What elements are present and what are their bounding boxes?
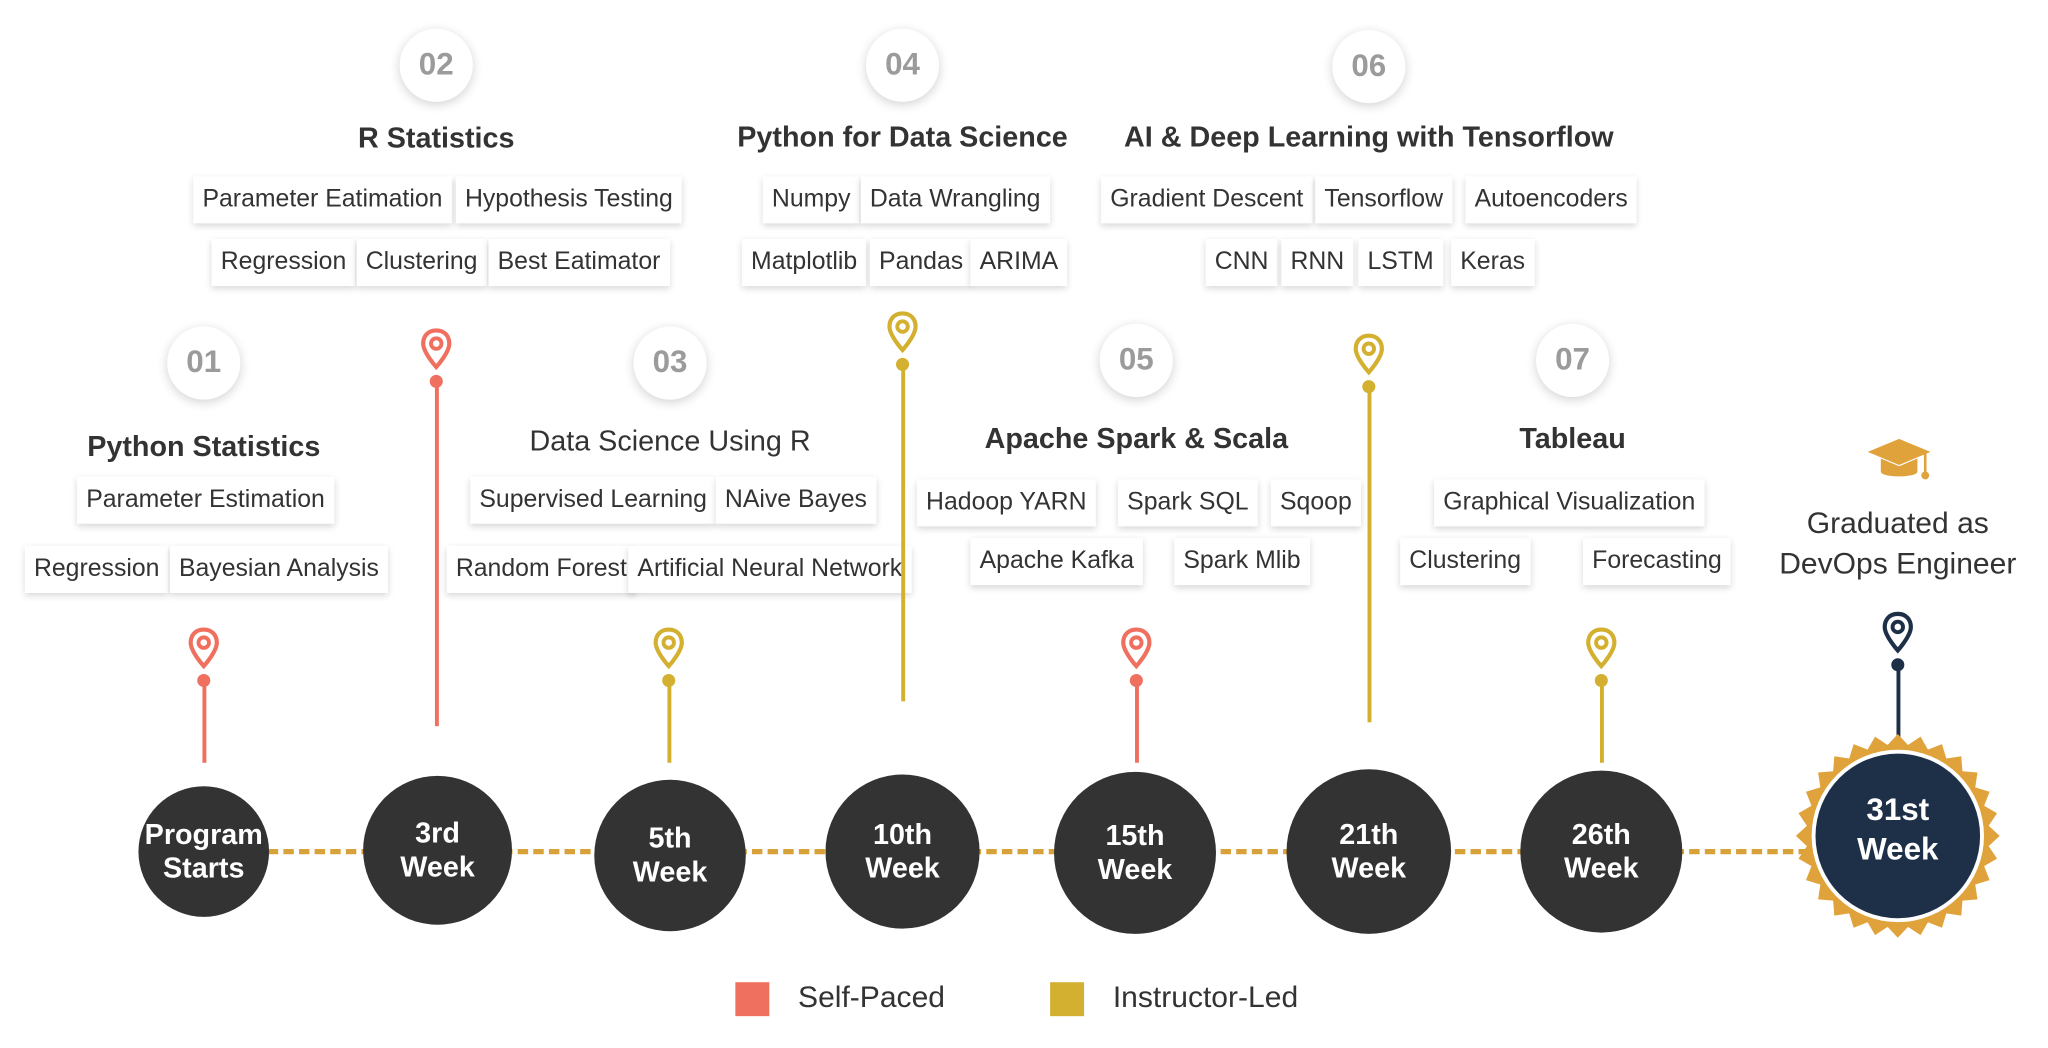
milestone-02-topic: Parameter Eatimation bbox=[193, 176, 452, 224]
legend-label-self-paced: Self-Paced bbox=[798, 979, 945, 1014]
graduated-location-pin-icon bbox=[1882, 611, 1913, 672]
milestone-01-topic: Parameter Estimation bbox=[77, 476, 334, 524]
instructor-led-location-pin-icon bbox=[1586, 627, 1617, 688]
week-label-line1: 15th bbox=[1105, 818, 1165, 852]
final-week-line1: 31st bbox=[1866, 792, 1930, 829]
milestone-05-topic: Apache Kafka bbox=[970, 538, 1144, 586]
week-label-line2: Week bbox=[1097, 852, 1173, 886]
milestone-03-number: 03 bbox=[633, 326, 707, 400]
milestone-04-title: Python for Data Science bbox=[737, 120, 1068, 153]
milestone-01-week-circle: Program Starts bbox=[138, 786, 270, 917]
milestone-01-topic: Regression bbox=[24, 545, 169, 593]
final-stem bbox=[1895, 666, 1900, 742]
legend-label-instructor-led: Instructor-Led bbox=[1112, 979, 1299, 1014]
graduated-caption: Graduated as DevOps Engineer bbox=[1779, 503, 2016, 584]
milestone-05-stem bbox=[1134, 681, 1139, 763]
week-label-line2: Week bbox=[400, 850, 475, 883]
milestone-02-number: 02 bbox=[399, 28, 473, 102]
milestone-03-topic: Artificial Neural Network bbox=[628, 545, 912, 593]
milestone-05-number: 05 bbox=[1099, 323, 1173, 398]
week-label-line2: Starts bbox=[163, 851, 245, 885]
milestone-01-number: 01 bbox=[167, 326, 241, 400]
milestone-02-topic: Hypothesis Testing bbox=[455, 176, 682, 224]
milestone-05-topic: Sqoop bbox=[1270, 479, 1361, 527]
milestone-06-topic: Tensorflow bbox=[1315, 176, 1453, 224]
final-week-line2: Week bbox=[1857, 831, 1939, 868]
final-badge bbox=[1795, 734, 2000, 938]
milestone-03-topic: NAive Bayes bbox=[715, 476, 877, 524]
milestone-04-topic: Numpy bbox=[762, 176, 860, 224]
milestone-04-stem bbox=[900, 365, 905, 702]
milestone-05-topic: Spark Mlib bbox=[1174, 538, 1310, 586]
milestone-03-topic: Random Forest bbox=[446, 545, 637, 593]
milestone-07-number: 07 bbox=[1535, 323, 1610, 398]
legend-swatch-self-paced bbox=[735, 982, 770, 1017]
milestone-06-number: 06 bbox=[1332, 30, 1406, 104]
week-label-line1: 21th bbox=[1339, 817, 1399, 851]
milestone-06-stem bbox=[1366, 387, 1371, 723]
milestone-07-topic: Clustering bbox=[1400, 538, 1531, 586]
milestone-06-topic: CNN bbox=[1205, 239, 1278, 287]
milestone-05-topic: Hadoop YARN bbox=[916, 479, 1096, 527]
milestone-02-week-circle: 3rd Week bbox=[363, 775, 512, 925]
milestone-07-week-circle: 26th Week bbox=[1520, 770, 1683, 933]
milestone-04-week-circle: 10th Week bbox=[825, 774, 980, 929]
milestone-06-topic: Gradient Descent bbox=[1101, 176, 1313, 224]
final-week-label: 31st Week bbox=[1819, 792, 1976, 870]
milestone-06-week-circle: 21th Week bbox=[1286, 769, 1452, 934]
milestone-05-topic: Spark SQL bbox=[1118, 479, 1258, 527]
self-paced-location-pin-icon bbox=[188, 627, 219, 688]
week-label-line2: Week bbox=[1564, 851, 1639, 885]
milestone-07-topic: Forecasting bbox=[1583, 538, 1731, 586]
week-label-line2: Week bbox=[632, 855, 708, 889]
milestone-05-week-circle: 15th Week bbox=[1054, 771, 1216, 934]
milestone-02-topic: Regression bbox=[211, 239, 356, 287]
week-label-line1: 5th bbox=[648, 821, 692, 855]
week-label-line1: 3rd bbox=[415, 816, 460, 849]
milestone-06-topic: Autoencoders bbox=[1465, 176, 1637, 224]
milestone-03-title: Data Science Using R bbox=[529, 424, 811, 458]
self-paced-location-pin-icon bbox=[1121, 627, 1152, 688]
week-label-line1: Program bbox=[144, 817, 263, 851]
milestone-04-topic: Matplotlib bbox=[741, 239, 867, 287]
week-label-line2: Week bbox=[865, 851, 940, 885]
milestone-04-topic: ARIMA bbox=[970, 239, 1068, 287]
milestone-03-topic: Supervised Learning bbox=[470, 476, 717, 524]
week-label-line1: 10th bbox=[872, 817, 933, 851]
milestone-07-stem bbox=[1599, 681, 1604, 763]
milestone-06-topic: RNN bbox=[1281, 239, 1354, 287]
milestone-05-title: Apache Spark & Scala bbox=[984, 421, 1289, 455]
milestone-01-topic: Bayesian Analysis bbox=[169, 545, 389, 593]
milestone-02-title: R Statistics bbox=[357, 121, 515, 155]
milestone-06-topic: LSTM bbox=[1358, 239, 1443, 287]
milestone-04-topic: Data Wrangling bbox=[860, 176, 1050, 224]
instructor-led-location-pin-icon bbox=[887, 311, 918, 371]
graduation-cap-icon bbox=[1867, 438, 1931, 480]
milestone-07-topic: Graphical Visualization bbox=[1434, 479, 1705, 527]
milestone-02-topic: Clustering bbox=[356, 239, 487, 287]
milestone-07-title: Tableau bbox=[1519, 421, 1626, 455]
graduated-caption-line1: Graduated as bbox=[1806, 505, 1989, 540]
milestone-02-topic: Best Eatimator bbox=[488, 239, 670, 287]
milestone-06-title: AI & Deep Learning with Tensorflow bbox=[1124, 120, 1614, 153]
milestone-02-stem bbox=[434, 382, 439, 727]
week-label-line2: Week bbox=[1331, 851, 1407, 885]
instructor-led-location-pin-icon bbox=[653, 627, 684, 688]
milestone-03-stem bbox=[666, 681, 671, 763]
milestone-06-topic: Keras bbox=[1451, 239, 1535, 287]
self-paced-location-pin-icon bbox=[421, 328, 452, 388]
milestone-01-stem bbox=[201, 681, 206, 763]
instructor-led-location-pin-icon bbox=[1353, 333, 1384, 394]
legend-swatch-instructor-led bbox=[1050, 982, 1085, 1017]
timeline-dashed-line bbox=[267, 848, 1809, 855]
milestone-04-topic: Pandas bbox=[869, 239, 973, 287]
week-label-line1: 26th bbox=[1571, 817, 1631, 851]
milestone-01-title: Python Statistics bbox=[87, 429, 321, 463]
milestone-03-week-circle: 5th Week bbox=[594, 779, 746, 932]
graduated-caption-line2: DevOps Engineer bbox=[1779, 545, 2017, 580]
milestone-04-number: 04 bbox=[865, 28, 940, 102]
